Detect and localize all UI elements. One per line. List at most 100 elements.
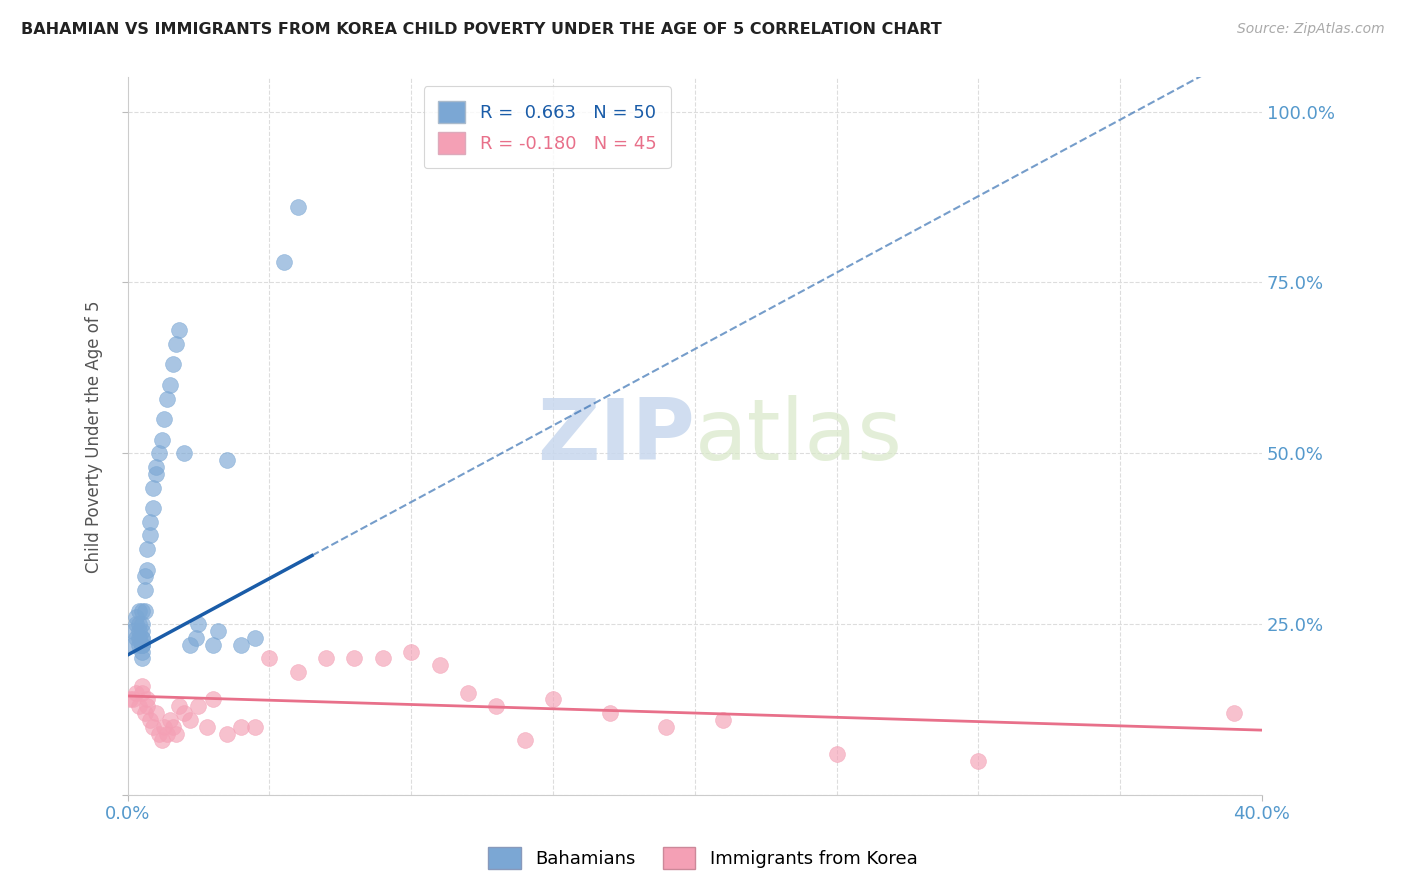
Point (179, 713, 201, 727)
Point (128, 631, 150, 645)
Point (134, 569, 156, 583)
Point (165, 726, 187, 740)
Point (201, 692, 224, 706)
Point (139, 528, 162, 542)
Text: Source: ZipAtlas.com: Source: ZipAtlas.com (1237, 22, 1385, 37)
Point (150, 433, 173, 447)
Point (139, 713, 162, 727)
Point (156, 392, 179, 406)
Point (167, 699, 190, 714)
Point (125, 685, 148, 699)
Point (195, 720, 218, 734)
Point (184, 631, 207, 645)
Point (131, 638, 153, 652)
Point (145, 706, 167, 720)
Point (128, 603, 150, 617)
Point (229, 638, 252, 652)
Point (1222, 706, 1244, 720)
Point (229, 720, 252, 734)
Y-axis label: Child Poverty Under the Age of 5: Child Poverty Under the Age of 5 (86, 300, 103, 573)
Legend: Bahamians, Immigrants from Korea: Bahamians, Immigrants from Korea (479, 838, 927, 879)
Point (122, 692, 145, 706)
Point (167, 323, 190, 337)
Point (136, 692, 159, 706)
Point (142, 481, 165, 495)
Point (131, 651, 153, 665)
Point (165, 337, 187, 351)
Point (136, 541, 159, 556)
Point (513, 733, 536, 747)
Point (655, 720, 678, 734)
Point (131, 644, 153, 658)
Point (131, 617, 153, 632)
Text: ZIP: ZIP (537, 395, 695, 478)
Point (187, 699, 209, 714)
Point (371, 651, 394, 665)
Point (125, 610, 148, 624)
Point (128, 638, 150, 652)
Point (287, 665, 309, 679)
Point (153, 412, 176, 426)
Point (139, 515, 162, 529)
Point (156, 726, 179, 740)
Point (131, 638, 153, 652)
Point (153, 720, 176, 734)
Point (148, 726, 170, 740)
Point (273, 255, 295, 269)
Point (287, 200, 309, 214)
Point (131, 685, 153, 699)
Point (215, 453, 238, 467)
Point (145, 460, 167, 475)
Point (131, 638, 153, 652)
Text: atlas: atlas (695, 395, 903, 478)
Text: BAHAMIAN VS IMMIGRANTS FROM KOREA CHILD POVERTY UNDER THE AGE OF 5 CORRELATION C: BAHAMIAN VS IMMIGRANTS FROM KOREA CHILD … (21, 22, 942, 37)
Point (142, 720, 165, 734)
Point (134, 582, 156, 597)
Point (399, 644, 422, 658)
Point (711, 713, 734, 727)
Point (173, 446, 195, 460)
Point (122, 638, 145, 652)
Point (179, 638, 201, 652)
Point (343, 651, 366, 665)
Point (245, 720, 267, 734)
Point (128, 624, 150, 638)
Point (128, 617, 150, 632)
Point (131, 631, 153, 645)
Point (541, 692, 564, 706)
Point (187, 617, 209, 632)
Point (457, 685, 479, 699)
Point (159, 713, 181, 727)
Point (131, 631, 153, 645)
Point (125, 631, 148, 645)
Point (215, 726, 238, 740)
Point (131, 624, 153, 638)
Point (245, 631, 267, 645)
Legend: R =  0.663   N = 50, R = -0.180   N = 45: R = 0.663 N = 50, R = -0.180 N = 45 (423, 87, 671, 169)
Point (136, 699, 159, 714)
Point (173, 706, 195, 720)
Point (315, 651, 337, 665)
Point (201, 638, 224, 652)
Point (134, 603, 156, 617)
Point (162, 720, 184, 734)
Point (599, 706, 621, 720)
Point (485, 699, 508, 714)
Point (159, 378, 181, 392)
Point (125, 617, 148, 632)
Point (136, 562, 159, 576)
Point (825, 747, 848, 761)
Point (207, 624, 229, 638)
Point (128, 699, 150, 714)
Point (134, 706, 156, 720)
Point (145, 467, 167, 481)
Point (148, 446, 170, 460)
Point (131, 679, 153, 693)
Point (150, 733, 173, 747)
Point (131, 603, 153, 617)
Point (122, 624, 145, 638)
Point (162, 358, 184, 372)
Point (142, 501, 165, 516)
Point (429, 658, 451, 673)
Point (967, 754, 990, 768)
